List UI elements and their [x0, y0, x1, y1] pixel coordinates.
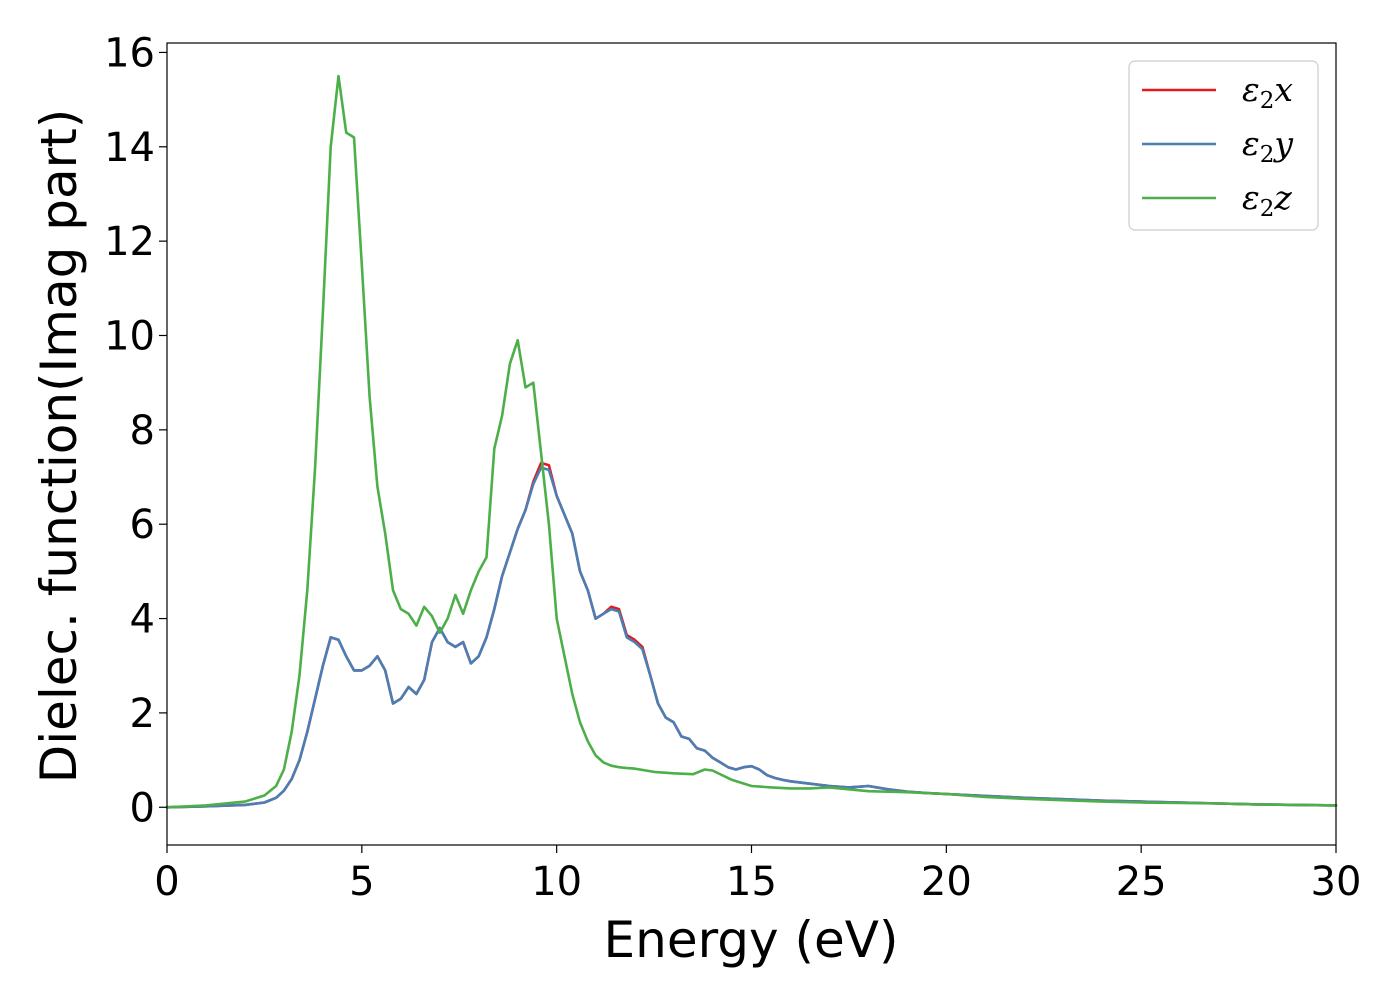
series-line-y	[165, 466, 1338, 809]
y-tick-label: 12	[104, 219, 155, 265]
x-axis-label: Energy (eV)	[604, 911, 899, 969]
x-axis: 0 5 10 15 20 25 30	[154, 845, 1361, 905]
legend-box	[1128, 60, 1319, 231]
series-line-x	[165, 461, 1338, 809]
y-tick-label: 2	[130, 691, 155, 737]
legend: ε2x ε2y ε2z	[1128, 60, 1319, 231]
series-layer	[165, 74, 1338, 809]
y-tick-label: 10	[104, 313, 155, 359]
x-tick-label: 20	[921, 859, 972, 905]
x-tick-label: 15	[726, 859, 777, 905]
x-tick-label: 10	[531, 859, 582, 905]
x-tick-label: 5	[349, 859, 374, 905]
legend-label-y: ε2y	[1242, 124, 1293, 168]
y-axis: 0 2 4 6 8 10 12 14 16	[104, 30, 167, 831]
y-tick-label: 6	[130, 502, 155, 548]
legend-label-x: ε2x	[1242, 70, 1293, 114]
y-tick-label: 0	[130, 785, 155, 831]
x-tick-label: 30	[1311, 859, 1362, 905]
y-tick-label: 8	[130, 408, 155, 454]
series-line-z	[165, 74, 1338, 809]
x-tick-label: 25	[1116, 859, 1167, 905]
legend-label-z: ε2z	[1242, 178, 1292, 222]
y-axis-label: Dielec. function(Imag part)	[30, 109, 88, 784]
y-tick-label: 16	[104, 30, 155, 76]
x-tick-label: 0	[154, 859, 179, 905]
y-tick-label: 4	[130, 597, 155, 643]
y-tick-label: 14	[104, 125, 155, 171]
